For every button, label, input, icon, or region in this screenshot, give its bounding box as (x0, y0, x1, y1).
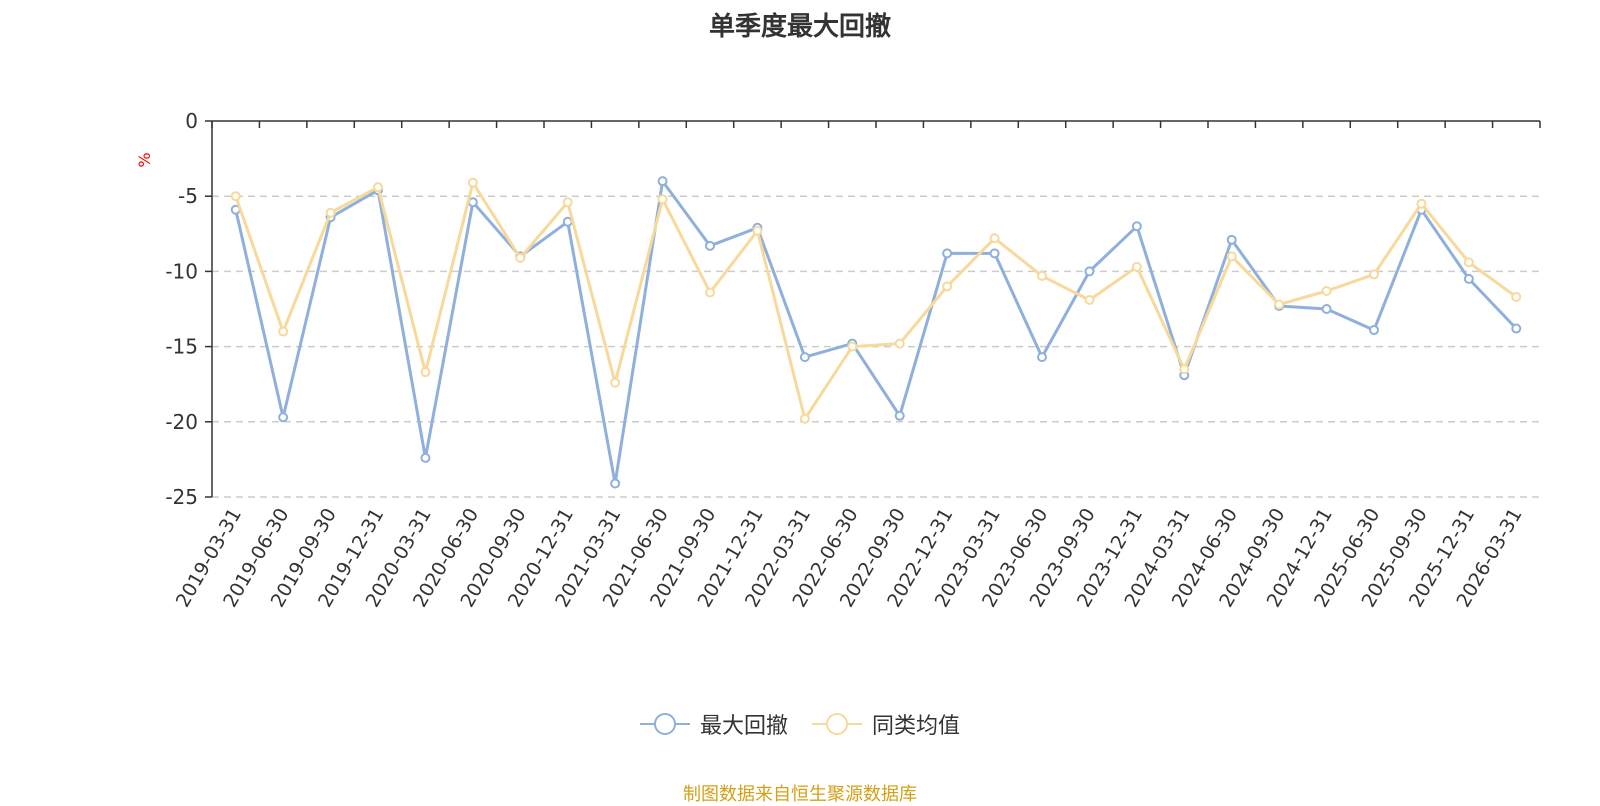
data-point-1 (373, 182, 383, 193)
data-point-1 (1463, 257, 1474, 268)
legend-label: 同类均值 (872, 714, 961, 739)
data-point-1 (799, 413, 810, 424)
data-point-0 (1511, 323, 1522, 334)
data-point-0 (1463, 273, 1474, 284)
data-point-0 (657, 176, 668, 187)
data-point-1 (894, 338, 905, 349)
legend-marker-icon (812, 712, 862, 736)
data-point-1 (325, 207, 336, 218)
data-point-0 (1321, 304, 1332, 314)
chart-title: 单季度最大回撤 (708, 12, 891, 42)
data-point-0 (894, 410, 905, 421)
y-tick-label: -15 (165, 335, 198, 359)
data-point-1 (278, 326, 289, 337)
data-point-0 (1226, 234, 1237, 245)
legend-item-peer-average[interactable]: 同类均值 (812, 708, 960, 740)
y-axis-unit: % (135, 152, 154, 167)
data-point-1 (515, 252, 526, 263)
data-point-0 (942, 248, 953, 259)
data-point-1 (1037, 270, 1047, 281)
data-point-1 (1369, 269, 1379, 280)
data-point-1 (705, 287, 715, 298)
data-point-1 (610, 377, 621, 388)
data-point-0 (989, 248, 1000, 259)
data-point-1 (752, 225, 763, 236)
data-point-1 (657, 194, 668, 205)
legend-marker-icon (639, 712, 690, 736)
y-tick-label: -10 (165, 259, 198, 283)
data-point-0 (1369, 325, 1379, 336)
data-point-0 (1084, 266, 1095, 277)
axes: 0-5-10-15-20-252019-03-312019-06-302019-… (165, 109, 1541, 611)
data-point-1 (562, 197, 573, 208)
data-point-1 (847, 341, 858, 352)
data-point-1 (1226, 251, 1237, 262)
data-source-note: 制图数据来自恒生聚源数据库 (683, 784, 917, 805)
data-point-1 (1416, 198, 1427, 209)
data-point-0 (610, 478, 621, 489)
data-point-0 (278, 412, 289, 423)
legend: 最大回撤 同类均值 (0, 708, 1600, 740)
data-point-1 (989, 233, 1000, 244)
data-point-0 (799, 352, 810, 363)
series-layer (230, 176, 1522, 489)
y-tick-label: 0 (185, 109, 198, 133)
y-tick-label: -25 (165, 485, 198, 509)
data-point-1 (1084, 294, 1095, 305)
series-line-0 (234, 179, 1518, 485)
series-line-1 (234, 181, 1518, 421)
data-point-1 (467, 177, 478, 188)
data-point-1 (1321, 285, 1332, 296)
legend-item-max-drawdown[interactable]: 最大回撤 (639, 708, 788, 740)
y-tick-label: -5 (178, 184, 198, 208)
data-point-0 (420, 452, 431, 463)
data-point-1 (1274, 299, 1285, 310)
data-point-1 (1131, 261, 1142, 272)
data-point-0 (1131, 221, 1142, 232)
data-point-0 (705, 240, 715, 251)
legend-label: 最大回撤 (699, 714, 788, 739)
data-point-0 (1037, 352, 1047, 363)
data-point-1 (942, 281, 953, 292)
data-point-1 (420, 367, 431, 378)
data-point-1 (230, 191, 241, 202)
data-point-0 (562, 216, 573, 227)
y-tick-label: -20 (165, 410, 198, 434)
data-point-1 (1179, 364, 1190, 375)
data-point-1 (1511, 291, 1522, 302)
